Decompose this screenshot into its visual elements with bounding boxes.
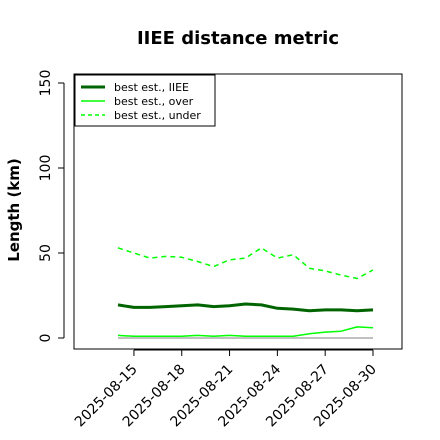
series-line-best-est-iiee	[117, 302, 374, 313]
y-tick-label: 150	[38, 70, 54, 97]
series-group	[117, 247, 374, 339]
y-axis-label: Length (km)	[5, 158, 23, 262]
legend-label: best est., under	[114, 109, 201, 122]
y-axis: 0 50 100 150	[38, 70, 65, 343]
legend-label: best est., IIEE	[114, 81, 189, 94]
series-line-best-est-under	[117, 247, 374, 280]
x-axis: 2025-08-152025-08-182025-08-212025-08-24…	[72, 349, 380, 430]
y-tick-label: 100	[38, 155, 54, 182]
y-tick-label: 0	[38, 334, 54, 343]
y-tick-label: 50	[38, 244, 54, 262]
series-line-best-est-over	[117, 326, 374, 338]
plot-area	[73, 73, 403, 350]
legend-label: best est., over	[114, 95, 194, 108]
chart-title: IIEE distance metric	[137, 28, 339, 49]
